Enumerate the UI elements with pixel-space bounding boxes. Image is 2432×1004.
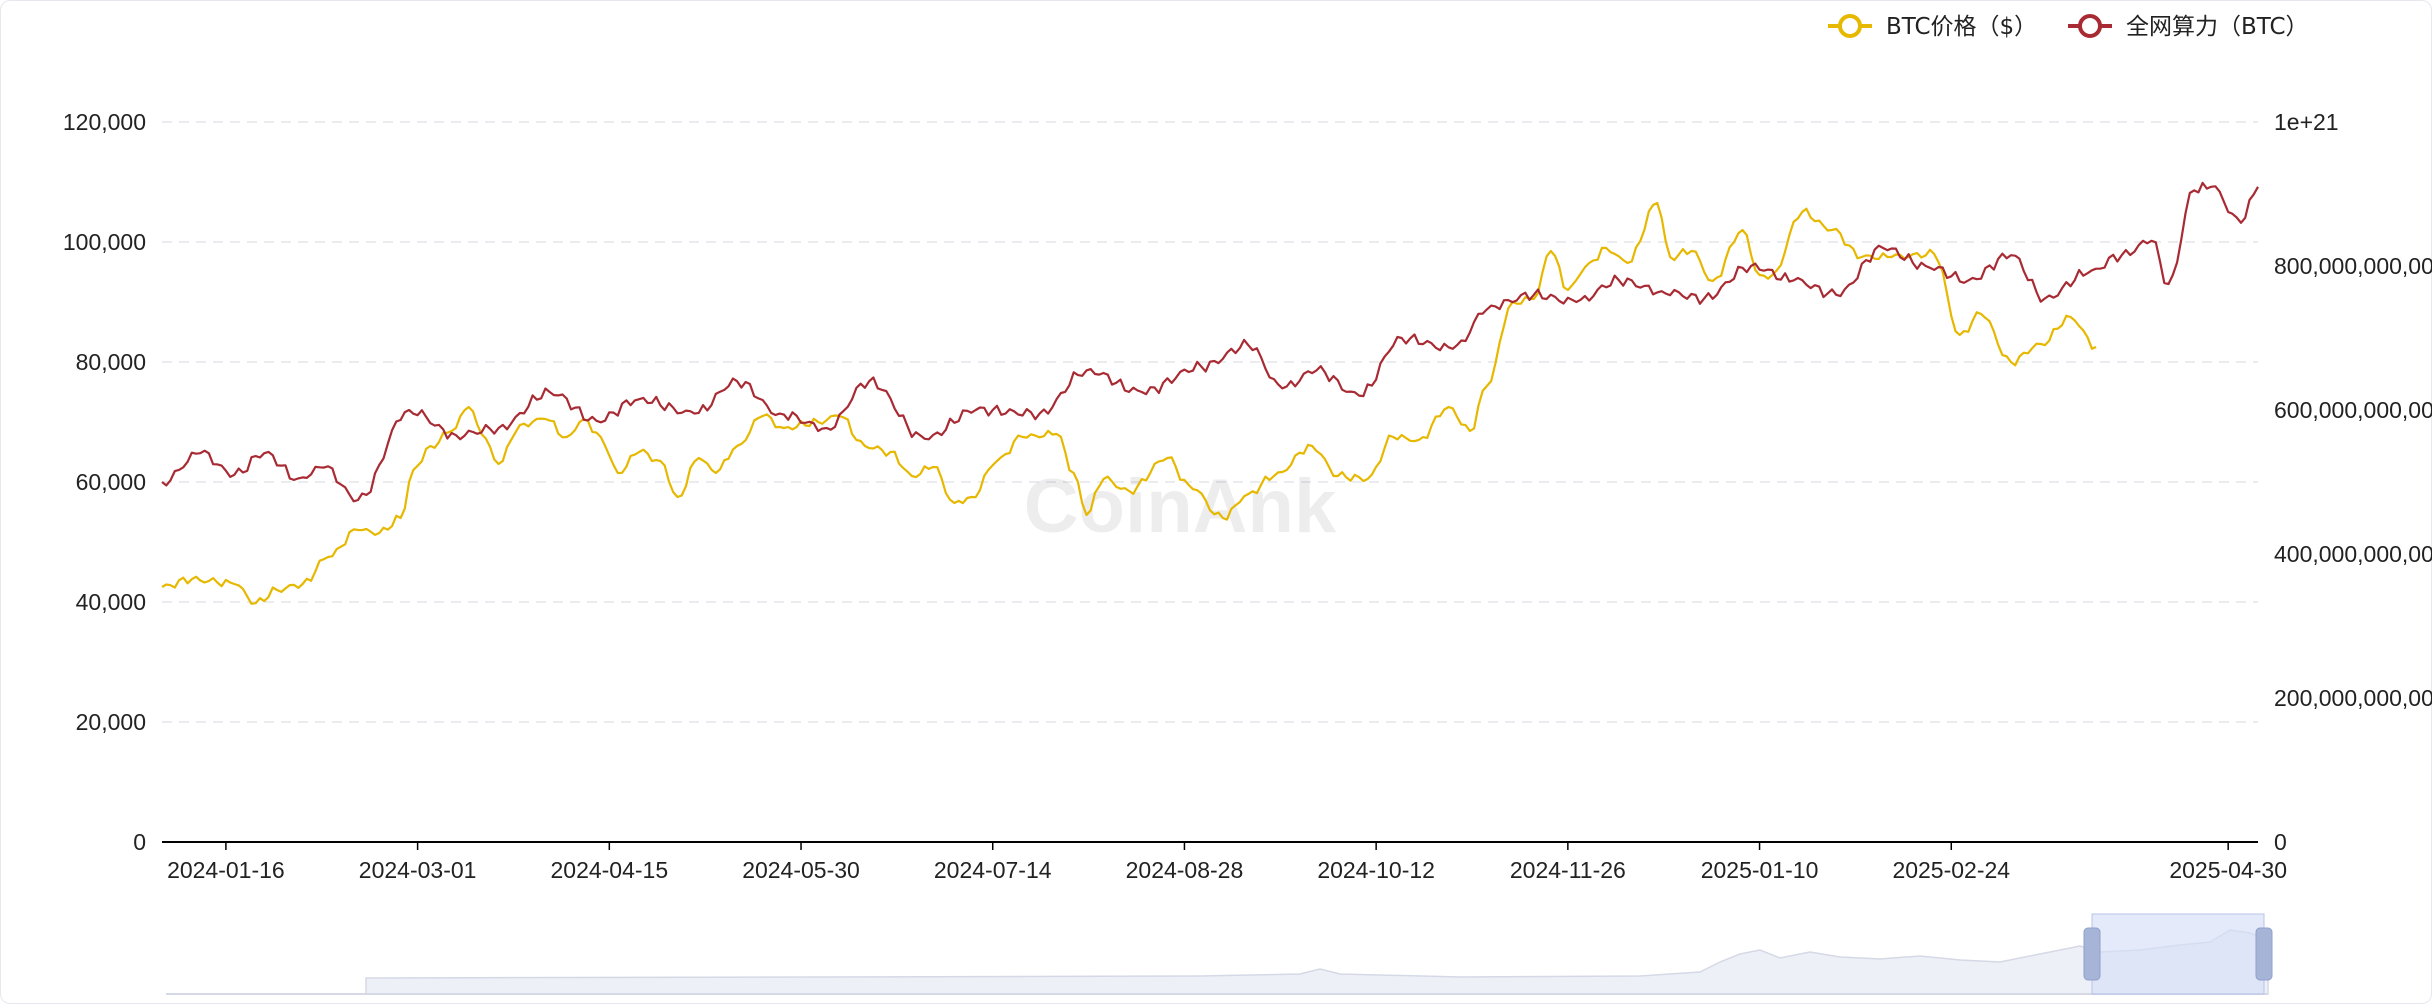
legend-label-btc-price: BTC价格（$） (1886, 14, 2037, 40)
y-left-tick-label: 120,000 (63, 109, 146, 135)
legend: BTC价格（$） 全网算力（BTC） (1828, 14, 2309, 40)
y-right-tick-label: 1e+21 (2274, 109, 2339, 135)
x-tick-label: 2024-07-14 (934, 857, 1052, 883)
series-line-hashrate (161, 181, 2259, 503)
zoom-window[interactable] (2091, 913, 2265, 995)
y-left-tick-label: 60,000 (76, 469, 146, 495)
zoom-handle-left[interactable] (2083, 927, 2101, 981)
x-axis: 2024-01-16 2024-03-01 2024-04-15 2024-05-30… (167, 842, 2287, 883)
y-left-tick-label: 40,000 (76, 589, 146, 615)
x-tick-label: 2024-05-30 (742, 857, 860, 883)
grid-lines (162, 121, 2258, 723)
y-right-tick-label: 800,000,000,000,000,000,000 (2274, 253, 2432, 279)
series-lines (161, 181, 2259, 605)
y-left-tick-label: 20,000 (76, 709, 146, 735)
y-axis-right: 0 200,000,000,000,000,000,000 400,000,000,… (2274, 109, 2432, 855)
x-tick-label: 2025-02-24 (1892, 857, 2010, 883)
zoom-slider[interactable] (166, 913, 2273, 995)
y-right-tick-label: 600,000,000,000,000,000,000 (2274, 397, 2432, 423)
y-right-tick-label: 0 (2274, 829, 2287, 855)
y-axis-left: 0 20,000 40,000 60,000 80,000 100,000 120,000 (63, 109, 146, 855)
y-left-tick-label: 100,000 (63, 229, 146, 255)
x-tick-label: 2024-03-01 (359, 857, 477, 883)
legend-item-btc-price[interactable]: BTC价格（$） (1828, 14, 2037, 40)
legend-swatch-marker (2078, 14, 2102, 38)
y-left-tick-label: 0 (133, 829, 146, 855)
x-tick-label: 2025-04-30 (2169, 857, 2287, 883)
zoom-handle-right[interactable] (2255, 927, 2273, 981)
legend-label-hashrate: 全网算力（BTC） (2126, 14, 2309, 40)
y-right-tick-label: 400,000,000,000,000,000,000 (2274, 541, 2432, 567)
x-tick-label: 2024-04-15 (550, 857, 668, 883)
x-tick-label: 2024-08-28 (1126, 857, 1244, 883)
legend-swatch-marker (1838, 14, 1862, 38)
y-left-tick-label: 80,000 (76, 349, 146, 375)
x-tick-label: 2024-01-16 (167, 857, 285, 883)
legend-item-hashrate[interactable]: 全网算力（BTC） (2068, 14, 2309, 40)
x-tick-label: 2024-11-26 (1510, 857, 1626, 883)
y-right-tick-label: 200,000,000,000,000,000,000 (2274, 685, 2432, 711)
watermark: CoinAnk (1024, 464, 1337, 549)
zoom-overview-area (166, 929, 2269, 995)
x-tick-label: 2025-01-10 (1701, 857, 1819, 883)
x-tick-label: 2024-10-12 (1317, 857, 1435, 883)
